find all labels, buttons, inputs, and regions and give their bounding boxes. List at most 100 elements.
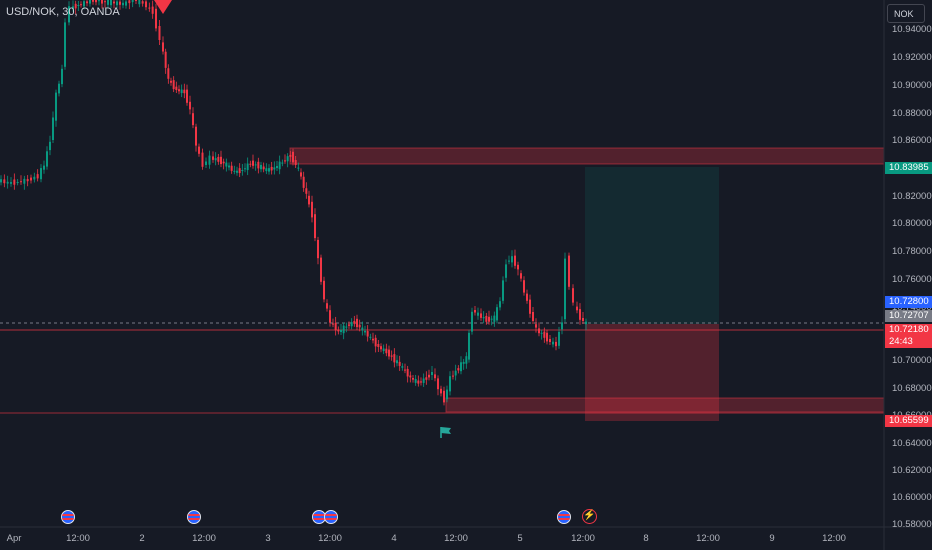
candle-body	[517, 264, 519, 270]
position-target-zone	[585, 167, 719, 324]
candle-body	[183, 89, 186, 94]
candle-body	[254, 164, 257, 166]
candle-body	[460, 362, 462, 372]
candle-body	[225, 162, 228, 167]
us-flag-icon[interactable]	[187, 510, 201, 524]
candle-body	[249, 163, 252, 165]
candle-body	[496, 307, 498, 321]
candle-body	[437, 378, 439, 390]
candle-body	[49, 141, 51, 151]
candle-body	[540, 332, 543, 334]
candle-body	[454, 370, 457, 376]
supply-zone	[289, 147, 885, 165]
time-tick-label: 3	[265, 533, 271, 544]
candle-body	[30, 177, 32, 181]
candle-body	[104, 1, 106, 3]
price-tick-label: 10.60000	[892, 492, 932, 503]
candle-body	[116, 1, 118, 6]
candle-body	[80, 4, 82, 6]
price-tick-label: 10.64000	[892, 438, 932, 449]
candle-body	[167, 68, 170, 79]
candle-body	[262, 166, 265, 170]
candle-body	[314, 214, 316, 239]
candle-body	[488, 316, 490, 322]
candle-body	[425, 377, 428, 380]
candle-body	[443, 390, 445, 403]
candle-body	[374, 337, 377, 347]
candle-body	[468, 332, 470, 360]
candle-body	[345, 326, 348, 328]
candle-body	[449, 376, 451, 392]
candle-body	[576, 306, 578, 311]
candle-body	[72, 6, 74, 9]
candle-body	[337, 329, 340, 332]
candle-body	[92, 0, 94, 2]
candle-body	[61, 68, 63, 85]
price-tick-label: 10.82000	[892, 191, 932, 202]
candle-body	[95, 0, 97, 3]
candle-body	[175, 86, 178, 90]
candle-body	[230, 165, 233, 171]
candle-body	[323, 280, 325, 300]
candle-body	[276, 166, 278, 168]
price-tag: 10.72800	[885, 296, 932, 308]
candle-body	[417, 380, 420, 384]
candle-body	[582, 318, 584, 321]
candle-body	[164, 51, 167, 68]
candle-body	[532, 312, 534, 321]
candle-body	[350, 322, 353, 327]
candle-body	[385, 348, 388, 354]
candle-body	[3, 179, 6, 184]
us-flag-icon[interactable]	[324, 510, 338, 524]
candle-body	[431, 372, 433, 375]
candle-body	[372, 338, 374, 341]
candle-body	[388, 349, 390, 357]
us-flag-icon[interactable]	[61, 510, 75, 524]
candle-body	[228, 165, 230, 168]
candle-body	[412, 378, 414, 380]
candle-body	[236, 170, 238, 173]
candle-body	[138, 0, 141, 5]
candle-body	[457, 368, 460, 371]
time-tick-label: 2	[139, 533, 145, 544]
symbol-title[interactable]: USD/NOK, 30, OANDA	[6, 6, 120, 18]
price-tick-label: 10.80000	[892, 218, 932, 229]
candle-body	[195, 126, 197, 146]
candle-body	[74, 3, 77, 9]
candle-body	[520, 273, 522, 279]
candle-body	[0, 179, 2, 183]
candle-body	[212, 156, 214, 160]
candle-body	[122, 2, 124, 6]
candle-body	[558, 331, 560, 346]
candle-body	[172, 80, 175, 90]
price-tag: 24:43	[885, 336, 932, 348]
candle-body	[317, 239, 319, 259]
candle-body	[585, 321, 587, 325]
candle-body	[320, 257, 322, 282]
candle-body	[257, 161, 260, 169]
candle-body	[273, 167, 276, 170]
candle-body	[155, 8, 157, 29]
us-flag-icon[interactable]	[557, 510, 571, 524]
candle-body	[170, 80, 172, 83]
candle-body	[268, 168, 270, 172]
lightning-icon[interactable]: ⚡	[582, 509, 597, 524]
candle-body	[568, 255, 570, 287]
candle-body	[305, 188, 308, 194]
candle-body	[294, 160, 297, 165]
candle-body	[572, 288, 574, 303]
candle-body	[135, 0, 137, 1]
candle-body	[529, 299, 531, 314]
time-tick-label: 4	[391, 533, 397, 544]
candle-body	[33, 176, 36, 180]
price-tick-label: 10.86000	[892, 135, 932, 146]
currency-button[interactable]: NOK	[887, 4, 925, 23]
price-tag: 10.83985	[885, 162, 932, 174]
candle-body	[16, 182, 19, 183]
candle-body	[474, 310, 476, 313]
time-tick-label: 5	[517, 533, 523, 544]
candle-body	[46, 151, 48, 167]
flag-icon[interactable]	[440, 427, 451, 438]
